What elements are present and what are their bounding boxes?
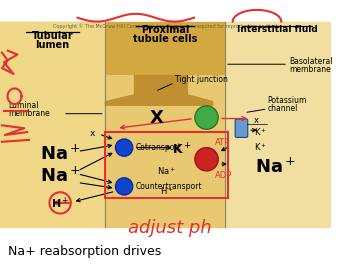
Text: channel: channel — [268, 104, 298, 113]
Text: K$^+$: K$^+$ — [254, 126, 267, 138]
Text: x: x — [254, 116, 259, 125]
Text: Na$^+$: Na$^+$ — [255, 157, 296, 177]
Circle shape — [195, 106, 218, 129]
Text: Interstitial fluid: Interstitial fluid — [237, 25, 318, 34]
Text: lumen: lumen — [35, 40, 69, 50]
Text: membrane: membrane — [289, 65, 331, 74]
Circle shape — [195, 148, 218, 171]
Text: Copyright © The McGraw-Hill Companies, Inc. Permission required for reproduction: Copyright © The McGraw-Hill Companies, I… — [53, 24, 277, 29]
Text: Na$^+$: Na$^+$ — [157, 165, 176, 177]
Text: H$^+$: H$^+$ — [160, 185, 174, 197]
FancyBboxPatch shape — [105, 22, 225, 75]
Circle shape — [115, 178, 133, 195]
Text: Na$^+$: Na$^+$ — [39, 145, 81, 164]
Text: x: x — [89, 128, 95, 138]
Text: adjust ph: adjust ph — [128, 220, 211, 237]
Text: K$^+$: K$^+$ — [172, 142, 192, 157]
Text: H$^+$: H$^+$ — [51, 195, 69, 211]
Text: Proximal: Proximal — [141, 25, 189, 36]
Text: Tubular: Tubular — [32, 31, 73, 41]
Text: Cotransport: Cotransport — [136, 143, 182, 152]
Text: Countertransport: Countertransport — [136, 182, 202, 191]
Text: Luminal: Luminal — [8, 101, 38, 110]
Text: K$^+$: K$^+$ — [254, 142, 267, 153]
Text: Basolateral: Basolateral — [289, 57, 333, 66]
Text: ADP: ADP — [215, 171, 233, 180]
Text: X: X — [150, 109, 164, 127]
Text: Na$^+$: Na$^+$ — [39, 166, 81, 185]
FancyBboxPatch shape — [235, 119, 248, 137]
Text: Potassium: Potassium — [268, 96, 307, 105]
Text: ATP: ATP — [215, 138, 231, 147]
Circle shape — [115, 139, 133, 156]
Polygon shape — [105, 75, 213, 106]
Text: membrane: membrane — [8, 109, 50, 118]
Text: Na+ reabsorption drives: Na+ reabsorption drives — [8, 245, 161, 258]
Text: tubule cells: tubule cells — [133, 34, 197, 44]
Text: Tight junction: Tight junction — [174, 75, 227, 84]
